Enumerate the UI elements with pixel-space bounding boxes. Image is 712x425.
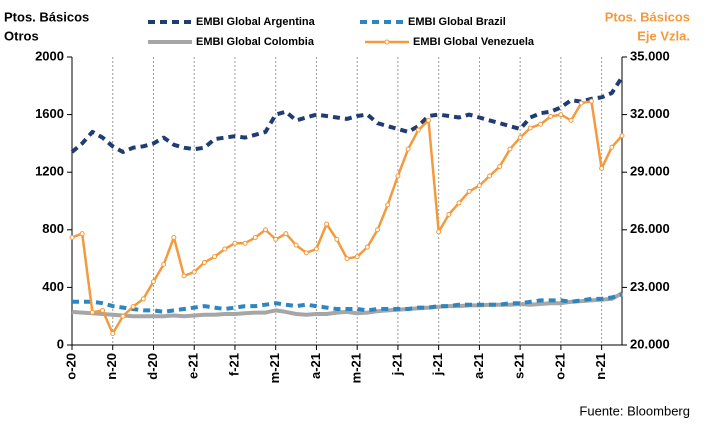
legend-label: EMBI Global Argentina <box>196 16 316 28</box>
point <box>191 269 197 275</box>
point <box>507 146 513 152</box>
point <box>619 133 625 139</box>
point <box>161 261 167 267</box>
point <box>110 330 116 336</box>
x-tick-label: e-21 <box>186 353 201 379</box>
point <box>120 313 126 319</box>
point <box>425 117 431 123</box>
point <box>313 246 319 252</box>
x-tick-label: j-21 <box>389 353 404 376</box>
point <box>130 304 136 310</box>
point <box>283 231 289 237</box>
point <box>375 227 381 233</box>
x-tick-label: o-21 <box>552 353 567 380</box>
y2-tick-label: 35.000 <box>630 48 670 63</box>
point <box>263 227 269 233</box>
point <box>69 234 75 240</box>
x-tick-label: f-21 <box>226 353 241 376</box>
point <box>385 202 391 208</box>
x-tick-label: j-21 <box>430 353 445 376</box>
x-tick-label: a-21 <box>308 353 323 379</box>
point <box>150 279 156 285</box>
series-line <box>71 291 623 319</box>
point <box>273 236 279 242</box>
x-tick-label: a-21 <box>471 353 486 379</box>
legend-marker <box>384 39 390 45</box>
x-tick-label: n-20 <box>104 353 119 380</box>
point <box>89 309 95 315</box>
point <box>436 229 442 235</box>
y-tick-label: 2000 <box>35 48 64 63</box>
y2-axis-title: Eje Vzla. <box>637 28 690 43</box>
point <box>303 250 309 256</box>
point <box>171 234 177 240</box>
point <box>527 125 533 131</box>
point <box>354 254 360 260</box>
y-tick-label: 0 <box>57 336 64 351</box>
point <box>201 259 207 265</box>
y2-axis-title: Ptos. Básicos <box>605 9 690 24</box>
point <box>232 240 238 246</box>
point <box>558 112 564 118</box>
x-tick-label: m-21 <box>349 353 364 383</box>
point <box>497 163 503 169</box>
point <box>588 98 594 104</box>
x-tick-label: m-21 <box>267 353 282 383</box>
series-line <box>70 76 624 154</box>
x-tick-label: o-20 <box>63 353 78 380</box>
legend-label: EMBI Global Brazil <box>408 16 506 28</box>
point <box>548 114 554 120</box>
point <box>100 307 106 313</box>
point <box>181 273 187 279</box>
point <box>324 221 330 227</box>
legend-label: EMBI Global Venezuela <box>413 36 535 48</box>
x-tick-label: s-21 <box>512 353 527 379</box>
point <box>140 296 146 302</box>
point <box>79 231 85 237</box>
y2-tick-label: 29.000 <box>630 164 670 179</box>
point <box>293 242 299 248</box>
point <box>415 127 421 133</box>
point <box>609 144 615 150</box>
point <box>395 173 401 179</box>
x-tick-label: d-20 <box>145 353 160 380</box>
point <box>222 246 228 252</box>
point <box>487 173 493 179</box>
y2-tick-label: 26.000 <box>630 221 670 236</box>
point <box>334 236 340 242</box>
y-axis-title: Ptos. Básicos <box>4 9 89 24</box>
point <box>599 165 605 171</box>
x-tick-label: n-21 <box>593 353 608 380</box>
point <box>568 117 574 123</box>
y2-tick-label: 32.000 <box>630 106 670 121</box>
y2-tick-label: 23.000 <box>630 279 670 294</box>
point <box>456 200 462 206</box>
point <box>538 121 544 127</box>
point <box>578 100 584 106</box>
point <box>242 240 248 246</box>
source: Fuente: Bloomberg <box>579 403 690 418</box>
y-tick-label: 800 <box>42 221 64 236</box>
y-axis-title: Otros <box>4 28 39 43</box>
point <box>252 234 258 240</box>
series-line <box>72 292 623 314</box>
point <box>212 254 218 260</box>
y-tick-label: 1200 <box>35 164 64 179</box>
y-tick-label: 400 <box>42 279 64 294</box>
point <box>344 256 350 262</box>
point <box>364 244 370 250</box>
y-tick-label: 1600 <box>35 106 64 121</box>
point <box>517 135 523 141</box>
point <box>405 146 411 152</box>
point <box>446 211 452 217</box>
point <box>466 188 472 194</box>
y2-tick-label: 20.000 <box>630 336 670 351</box>
point <box>476 183 482 189</box>
legend-label: EMBI Global Colombia <box>196 36 315 48</box>
